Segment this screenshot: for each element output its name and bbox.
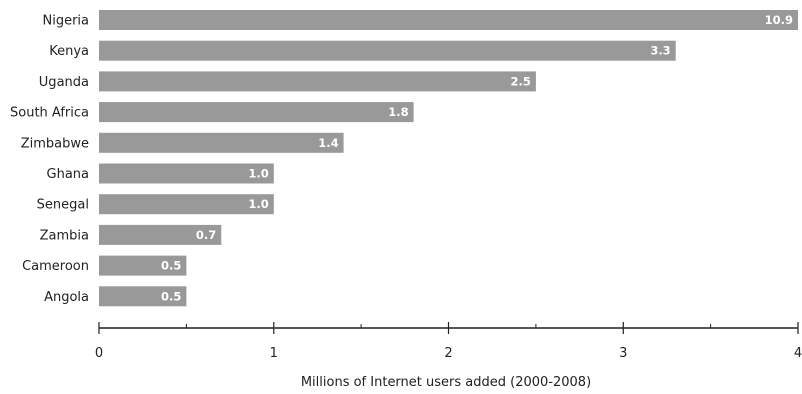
bar-angola bbox=[99, 286, 187, 307]
bar-senegal bbox=[99, 194, 274, 215]
value-label-zambia: 0.7 bbox=[196, 228, 216, 242]
bar-zimbabwe bbox=[99, 132, 344, 153]
value-label-cameroon: 0.5 bbox=[161, 259, 181, 273]
bar-uganda bbox=[99, 71, 536, 92]
bar-zambia bbox=[99, 224, 222, 245]
value-label-south-africa: 1.8 bbox=[388, 105, 408, 119]
value-label-zimbabwe: 1.4 bbox=[318, 136, 338, 150]
x-tick-label-2: 2 bbox=[444, 346, 452, 361]
category-label-angola: Angola bbox=[44, 290, 89, 305]
value-label-nigeria: 10.9 bbox=[765, 13, 793, 27]
x-tick-label-0: 0 bbox=[95, 346, 103, 361]
value-label-senegal: 1.0 bbox=[248, 197, 268, 211]
category-label-zimbabwe: Zimbabwe bbox=[21, 136, 89, 151]
category-label-cameroon: Cameroon bbox=[22, 259, 89, 274]
value-label-kenya: 3.3 bbox=[650, 44, 670, 58]
category-label-ghana: Ghana bbox=[47, 167, 90, 182]
value-label-angola: 0.5 bbox=[161, 289, 181, 303]
x-tick-label-3: 3 bbox=[619, 346, 627, 361]
bars-group: Nigeria 10.9 Kenya 3.3 Uganda 2.5 South Africa… bbox=[10, 10, 798, 307]
category-label-senegal: Senegal bbox=[37, 198, 89, 213]
bar-ghana bbox=[99, 163, 274, 184]
bar-cameroon bbox=[99, 255, 187, 276]
category-label-uganda: Uganda bbox=[39, 75, 89, 90]
x-tick-label-1: 1 bbox=[270, 346, 278, 361]
category-label-nigeria: Nigeria bbox=[42, 14, 89, 29]
bar-south-africa bbox=[99, 102, 414, 123]
x-axis: 0 1 2 3 4 bbox=[95, 322, 802, 361]
bar-kenya bbox=[99, 40, 676, 61]
x-tick-label-4: 4 bbox=[794, 346, 802, 361]
value-label-ghana: 1.0 bbox=[248, 167, 268, 181]
category-label-south-africa: South Africa bbox=[10, 106, 89, 121]
bar-nigeria bbox=[99, 10, 798, 30]
value-label-uganda: 2.5 bbox=[511, 74, 531, 88]
category-label-kenya: Kenya bbox=[49, 44, 89, 59]
x-axis-title: Millions of Internet users added (2000-2… bbox=[301, 375, 591, 390]
category-label-zambia: Zambia bbox=[40, 228, 89, 243]
